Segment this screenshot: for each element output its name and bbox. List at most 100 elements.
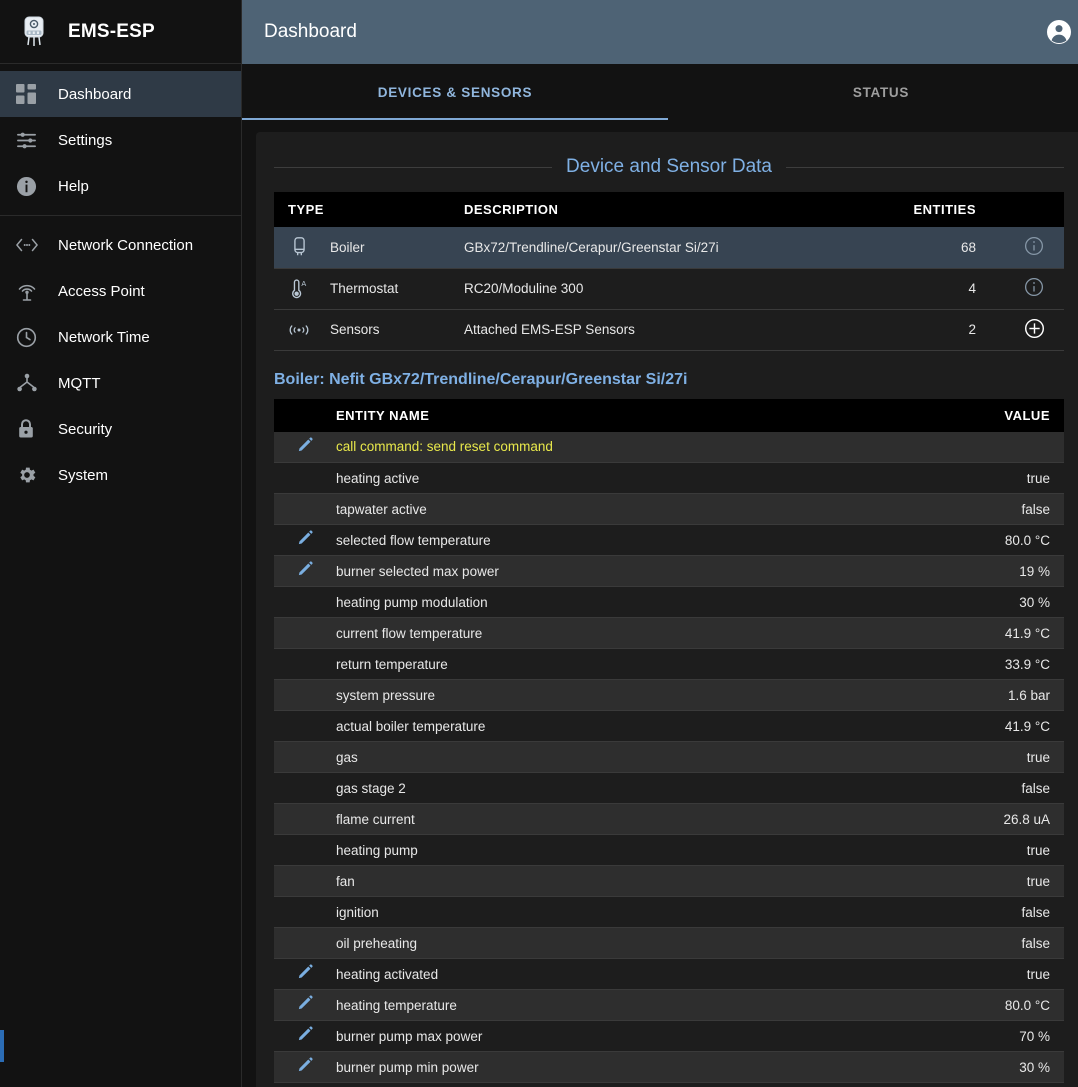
sidebar-item-label: Help <box>58 177 89 195</box>
entity-value: 41.9 °C <box>864 617 1064 649</box>
entity-name: system pressure <box>336 679 864 711</box>
entity-table-header-row: ENTITY NAME VALUE <box>274 398 1064 432</box>
entity-icon-cell <box>274 803 336 835</box>
sidebar-item-label: System <box>58 466 109 484</box>
column-header-entities[interactable]: ENTITIES <box>854 192 1004 227</box>
table-row[interactable]: burner pump min power 30 % <box>274 1051 1064 1083</box>
info-circle-icon[interactable] <box>1024 277 1044 297</box>
brand[interactable]: EMS-ESP <box>0 0 241 64</box>
table-row[interactable]: ignition false <box>274 896 1064 928</box>
table-row[interactable]: heating active true <box>274 462 1064 494</box>
sidebar-item-settings[interactable]: Settings <box>0 117 241 163</box>
table-row[interactable]: heating pump true <box>274 834 1064 866</box>
table-row[interactable]: burner pump max power 70 % <box>274 1020 1064 1052</box>
table-row[interactable]: tapwater active false <box>274 493 1064 525</box>
device-type-label: Sensors <box>330 322 380 337</box>
table-row[interactable]: burner selected max power 19 % <box>274 555 1064 587</box>
device-type-label: Thermostat <box>330 281 399 296</box>
column-header-value[interactable]: VALUE <box>864 398 1064 432</box>
device-type-cell: Sensors <box>274 309 464 350</box>
entity-value: 19 % <box>864 555 1064 587</box>
entity-name: burner pump min power <box>336 1051 864 1083</box>
access-point-icon <box>16 280 58 302</box>
table-row[interactable]: A Thermostat RC20/Moduline 300 4 <box>274 268 1064 309</box>
table-row[interactable]: oil preheating false <box>274 927 1064 959</box>
entity-table-body: call command: send reset command heating … <box>274 431 1064 1083</box>
entity-table-head: ENTITY NAME VALUE <box>274 398 1064 432</box>
pencil-edit-icon[interactable] <box>298 1057 313 1077</box>
table-row[interactable]: heating activated true <box>274 958 1064 990</box>
device-type-cell: Boiler <box>274 227 464 268</box>
entity-icon-cell <box>274 896 336 928</box>
entity-value: 41.9 °C <box>864 710 1064 742</box>
sidebar-item-security[interactable]: Security <box>0 406 241 452</box>
account-circle-icon[interactable] <box>1042 15 1076 49</box>
table-row[interactable]: heating temperature 80.0 °C <box>274 989 1064 1021</box>
entity-name: flame current <box>336 803 864 835</box>
table-row[interactable]: actual boiler temperature 41.9 °C <box>274 710 1064 742</box>
sidebar-item-access-point[interactable]: Access Point <box>0 268 241 314</box>
tab-status[interactable]: STATUS <box>668 64 1078 120</box>
table-row[interactable]: heating pump modulation 30 % <box>274 586 1064 618</box>
sidebar-item-mqtt[interactable]: MQTT <box>0 360 241 406</box>
entity-value: false <box>864 772 1064 804</box>
network-connection-icon <box>16 236 58 254</box>
table-row[interactable]: Boiler GBx72/Trendline/Cerapur/Greenstar… <box>274 227 1064 268</box>
entity-value: 30 % <box>864 1051 1064 1083</box>
column-header-type[interactable]: TYPE <box>274 192 464 227</box>
entity-icon-cell <box>274 617 336 649</box>
sidebar-item-dashboard[interactable]: Dashboard <box>0 71 241 117</box>
pencil-edit-icon[interactable] <box>298 995 313 1015</box>
device-action-cell <box>1004 227 1064 268</box>
pencil-edit-icon[interactable] <box>298 530 313 550</box>
entity-icon-cell <box>274 772 336 804</box>
entity-icon-cell <box>274 927 336 959</box>
dashboard-grid-icon <box>16 84 58 104</box>
tab-bar: DEVICES & SENSORS STATUS <box>242 64 1078 120</box>
entity-edit-cell <box>274 989 336 1021</box>
tab-devices-and-sensors[interactable]: DEVICES & SENSORS <box>242 64 668 120</box>
table-row[interactable]: Sensors Attached EMS-ESP Sensors 2 <box>274 309 1064 350</box>
mqtt-node-icon <box>16 372 58 394</box>
table-row[interactable]: fan true <box>274 865 1064 897</box>
pencil-edit-icon[interactable] <box>298 561 313 581</box>
sidebar-scroll-indicator[interactable] <box>0 1030 4 1062</box>
table-row[interactable]: gas stage 2 false <box>274 772 1064 804</box>
entity-icon-cell <box>274 710 336 742</box>
entity-name: gas <box>336 741 864 773</box>
divider-left <box>274 166 553 168</box>
device-table: TYPE DESCRIPTION ENTITIES <box>274 192 1064 351</box>
entity-value: true <box>864 462 1064 494</box>
entity-edit-cell <box>274 431 336 463</box>
table-row[interactable]: gas true <box>274 741 1064 773</box>
sidebar-item-system[interactable]: System <box>0 452 241 498</box>
column-header-description[interactable]: DESCRIPTION <box>464 192 854 227</box>
pencil-edit-icon[interactable] <box>298 437 313 457</box>
entity-name: tapwater active <box>336 493 864 525</box>
sidebar-item-label: Access Point <box>58 282 145 300</box>
table-row[interactable]: call command: send reset command <box>274 431 1064 463</box>
table-row[interactable]: system pressure 1.6 bar <box>274 679 1064 711</box>
info-circle-icon[interactable] <box>1024 236 1044 256</box>
pencil-edit-icon[interactable] <box>298 964 313 984</box>
plus-circle-icon[interactable] <box>1024 318 1045 339</box>
entity-name: heating temperature <box>336 989 864 1021</box>
entity-value: true <box>864 865 1064 897</box>
sidebar-item-network-connection[interactable]: Network Connection <box>0 222 241 268</box>
table-row[interactable]: current flow temperature 41.9 °C <box>274 617 1064 649</box>
lock-icon <box>16 418 58 440</box>
entity-name: gas stage 2 <box>336 772 864 804</box>
entity-name: call command: send reset command <box>336 431 864 463</box>
sidebar-item-help[interactable]: Help <box>0 163 241 209</box>
column-header-entity-name[interactable]: ENTITY NAME <box>336 398 864 432</box>
table-row[interactable]: return temperature 33.9 °C <box>274 648 1064 680</box>
content-panel: Device and Sensor Data TYPE DESCRIPTION … <box>256 132 1078 1087</box>
sidebar-item-network-time[interactable]: Network Time <box>0 314 241 360</box>
table-row[interactable]: flame current 26.8 uA <box>274 803 1064 835</box>
page-title: Dashboard <box>264 21 357 42</box>
boiler-logo-icon <box>14 12 54 52</box>
pencil-edit-icon[interactable] <box>298 1026 313 1046</box>
table-row[interactable]: selected flow temperature 80.0 °C <box>274 524 1064 556</box>
nav-gap <box>0 64 241 71</box>
entity-value: true <box>864 834 1064 866</box>
